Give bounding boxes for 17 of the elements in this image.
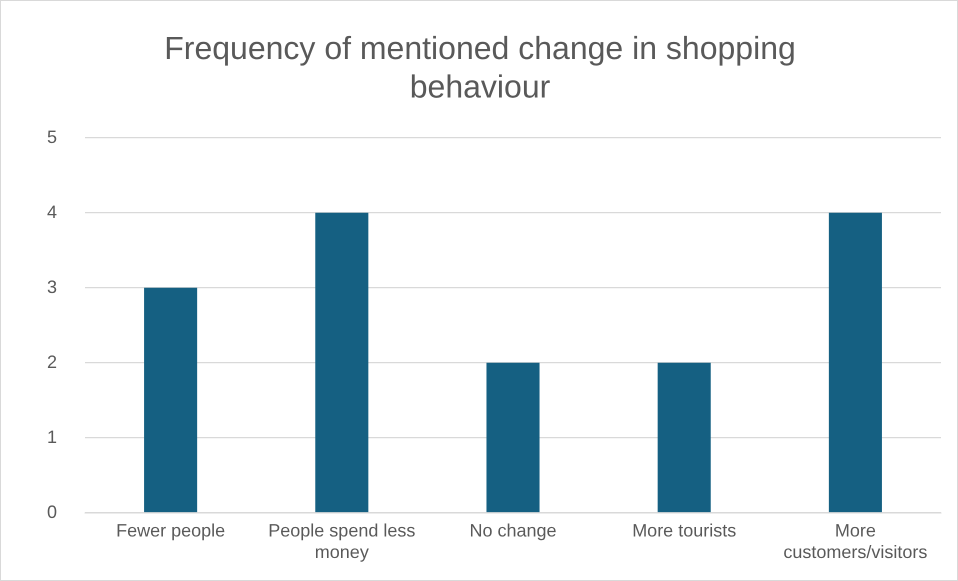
x-tick-label: No change [469, 520, 557, 541]
bar [658, 362, 711, 512]
y-tick-label: 0 [46, 502, 58, 522]
x-tick-label: Fewer people [116, 520, 226, 541]
y-tick-label: 1 [46, 426, 58, 447]
x-tick-label: More customers/visitors [783, 520, 928, 562]
chart-title: Frequency of mentioned change in shopping behaviour [164, 30, 796, 104]
x-tick-label: More tourists [632, 520, 736, 541]
x-tick-label: People spend less money [268, 520, 416, 562]
bar [486, 362, 540, 512]
bar [828, 212, 882, 512]
y-tick-label: 3 [46, 276, 58, 297]
y-tick-label: 2 [46, 352, 58, 372]
y-tick-label: 5 [46, 126, 58, 147]
bar [315, 212, 368, 512]
y-tick-label: 4 [46, 202, 58, 222]
bar [144, 288, 198, 512]
